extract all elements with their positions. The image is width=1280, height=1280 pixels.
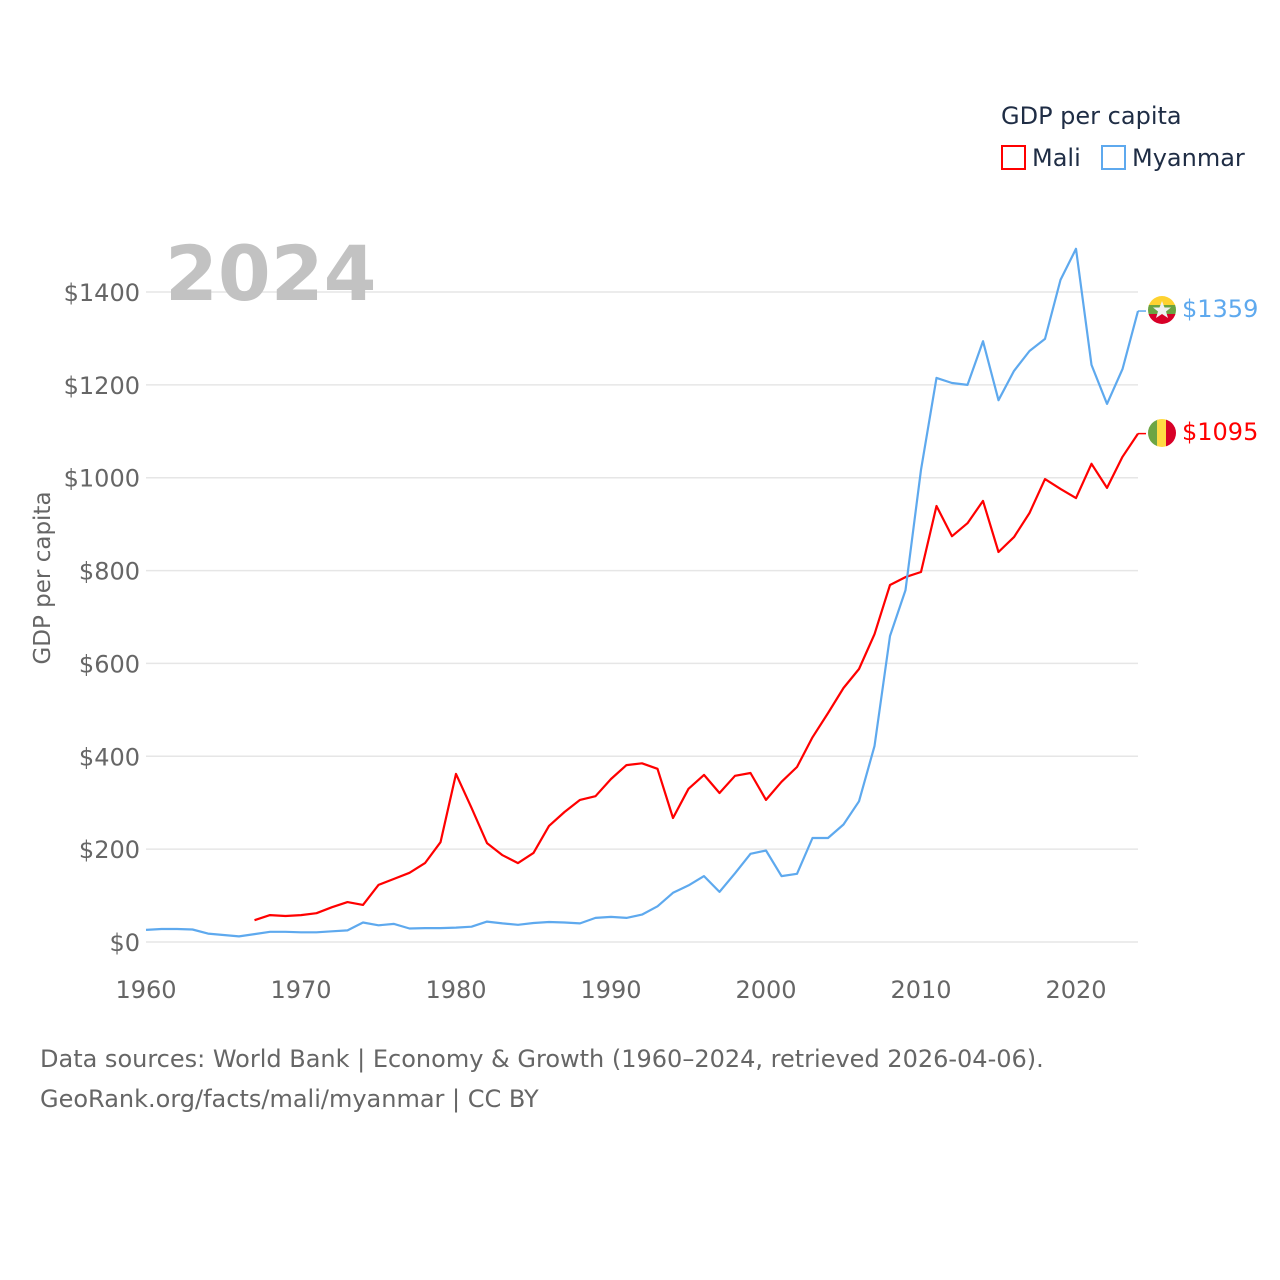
attribution-link[interactable]: GeoRank.org/facts/mali/myanmar | CC BY bbox=[40, 1085, 539, 1113]
y-axis-label: GDP per capita bbox=[30, 491, 56, 664]
y-tick-label: $1200 bbox=[64, 372, 140, 400]
legend-label-mali[interactable]: Mali bbox=[1032, 144, 1081, 172]
end-label-myanmar: $1359 bbox=[1182, 295, 1258, 323]
y-tick-label: $1000 bbox=[64, 465, 140, 493]
legend: GDP per capita Mali Myanmar bbox=[1001, 102, 1245, 172]
x-tick-label: 2010 bbox=[890, 976, 951, 1004]
y-tick-label: $800 bbox=[79, 558, 140, 586]
x-tick-label: 2020 bbox=[1045, 976, 1106, 1004]
year-label: 2024 bbox=[165, 229, 377, 318]
y-tick-label: $200 bbox=[79, 836, 140, 864]
legend-label-myanmar[interactable]: Myanmar bbox=[1132, 144, 1245, 172]
legend-swatch-mali[interactable] bbox=[1001, 145, 1026, 170]
x-tick-label: 1970 bbox=[270, 976, 331, 1004]
series-line-mali bbox=[254, 432, 1139, 922]
y-tick-label: $600 bbox=[79, 650, 140, 678]
myanmar-flag-icon bbox=[1148, 296, 1176, 324]
data-source-text: Data sources: World Bank | Economy & Gro… bbox=[40, 1045, 1044, 1073]
y-tick-label: $0 bbox=[109, 929, 140, 957]
end-label-mali: $1095 bbox=[1182, 418, 1258, 446]
x-tick-label: 1980 bbox=[425, 976, 486, 1004]
y-tick-label: $400 bbox=[79, 743, 140, 771]
legend-title: GDP per capita bbox=[1001, 102, 1182, 130]
legend-swatch-myanmar[interactable] bbox=[1101, 145, 1126, 170]
x-tick-label: 1990 bbox=[580, 976, 641, 1004]
x-tick-label: 2000 bbox=[735, 976, 796, 1004]
x-tick-label: 1960 bbox=[115, 976, 176, 1004]
series-line-myanmar bbox=[145, 247, 1140, 938]
mali-flag-icon bbox=[1148, 419, 1176, 447]
y-tick-label: $1400 bbox=[64, 279, 140, 307]
